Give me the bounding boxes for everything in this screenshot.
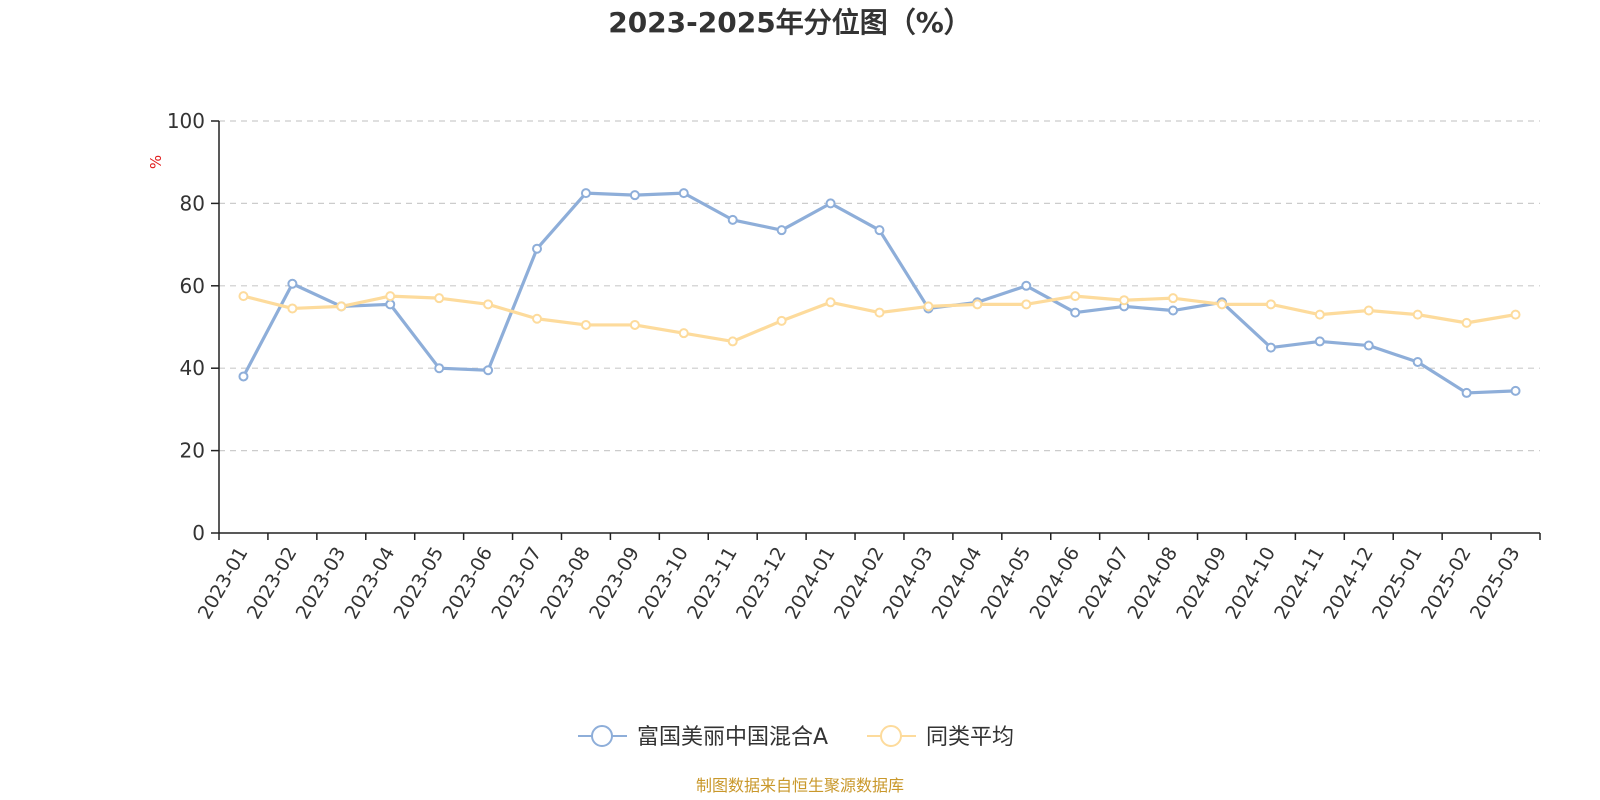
data-point-series-1[interactable] bbox=[434, 363, 445, 374]
y-tick-label: 0 bbox=[192, 521, 205, 545]
series-line-1 bbox=[242, 191, 1516, 395]
data-point-series-2[interactable] bbox=[923, 301, 934, 312]
y-tick-label: 20 bbox=[180, 439, 205, 463]
data-point-series-2[interactable] bbox=[629, 319, 640, 330]
legend-item-series-1[interactable]: 富国美丽中国混合A bbox=[578, 725, 828, 750]
data-point-series-2[interactable] bbox=[287, 303, 298, 314]
data-point-series-1[interactable] bbox=[1265, 342, 1276, 353]
data-point-series-1[interactable] bbox=[1314, 336, 1325, 347]
data-point-series-2[interactable] bbox=[580, 319, 591, 330]
y-axis-unit-label: % bbox=[147, 155, 165, 169]
data-point-series-2[interactable] bbox=[238, 291, 249, 302]
data-point-series-2[interactable] bbox=[1461, 317, 1472, 328]
data-point-series-2[interactable] bbox=[385, 291, 396, 302]
series-layer bbox=[238, 188, 1521, 398]
legend-label: 同类平均 bbox=[926, 725, 1014, 750]
y-tick-label: 60 bbox=[180, 274, 205, 298]
data-point-series-2[interactable] bbox=[1265, 299, 1276, 310]
data-point-series-2[interactable] bbox=[1314, 309, 1325, 320]
legend-item-series-2[interactable]: 同类平均 bbox=[867, 725, 1014, 750]
axes: 0204060801002023-012023-022023-032023-04… bbox=[167, 109, 1541, 623]
data-point-series-1[interactable] bbox=[287, 278, 298, 289]
data-point-series-1[interactable] bbox=[776, 225, 787, 236]
data-point-series-2[interactable] bbox=[727, 336, 738, 347]
data-point-series-1[interactable] bbox=[825, 198, 836, 209]
y-tick-label: 40 bbox=[180, 356, 205, 380]
data-point-series-2[interactable] bbox=[532, 313, 543, 324]
data-point-series-2[interactable] bbox=[1412, 309, 1423, 320]
data-point-series-1[interactable] bbox=[629, 190, 640, 201]
data-point-series-2[interactable] bbox=[1168, 293, 1179, 304]
data-point-series-2[interactable] bbox=[483, 299, 494, 310]
data-point-series-1[interactable] bbox=[874, 225, 885, 236]
data-source-note: 制图数据来自恒生聚源数据库 bbox=[696, 776, 904, 795]
data-point-series-2[interactable] bbox=[434, 293, 445, 304]
data-point-series-1[interactable] bbox=[1412, 357, 1423, 368]
data-point-series-1[interactable] bbox=[1363, 340, 1374, 351]
data-point-series-2[interactable] bbox=[1216, 299, 1227, 310]
legend[interactable]: 富国美丽中国混合A 同类平均 bbox=[578, 725, 1014, 750]
data-point-series-2[interactable] bbox=[678, 328, 689, 339]
data-point-series-1[interactable] bbox=[678, 188, 689, 199]
data-point-series-1[interactable] bbox=[1070, 307, 1081, 318]
data-point-series-1[interactable] bbox=[483, 365, 494, 376]
data-point-series-1[interactable] bbox=[1461, 387, 1472, 398]
data-point-series-2[interactable] bbox=[1510, 309, 1521, 320]
data-point-series-1[interactable] bbox=[1168, 305, 1179, 316]
data-point-series-1[interactable] bbox=[532, 243, 543, 254]
data-point-series-1[interactable] bbox=[1510, 385, 1521, 396]
grid-lines bbox=[219, 120, 1540, 452]
data-point-series-2[interactable] bbox=[336, 301, 347, 312]
legend-swatch-circle bbox=[591, 725, 613, 747]
data-point-series-2[interactable] bbox=[1363, 305, 1374, 316]
data-point-series-2[interactable] bbox=[825, 297, 836, 308]
legend-swatch-circle bbox=[880, 725, 902, 747]
data-point-series-1[interactable] bbox=[238, 371, 249, 382]
y-tick-label: 100 bbox=[167, 109, 205, 133]
data-point-series-2[interactable] bbox=[1070, 291, 1081, 302]
data-point-series-2[interactable] bbox=[776, 315, 787, 326]
data-point-series-1[interactable] bbox=[385, 299, 396, 310]
data-point-series-2[interactable] bbox=[1119, 295, 1130, 306]
y-tick-label: 80 bbox=[180, 191, 205, 215]
data-point-series-2[interactable] bbox=[972, 299, 983, 310]
data-point-series-1[interactable] bbox=[727, 214, 738, 225]
legend-label: 富国美丽中国混合A bbox=[637, 725, 828, 750]
data-point-series-1[interactable] bbox=[1021, 280, 1032, 291]
series-line-2 bbox=[243, 294, 1516, 344]
chart-title: 2023-2025年分位图（%） bbox=[608, 6, 972, 39]
data-point-series-1[interactable] bbox=[580, 188, 591, 199]
data-point-series-2[interactable] bbox=[874, 307, 885, 318]
data-point-series-2[interactable] bbox=[1021, 299, 1032, 310]
